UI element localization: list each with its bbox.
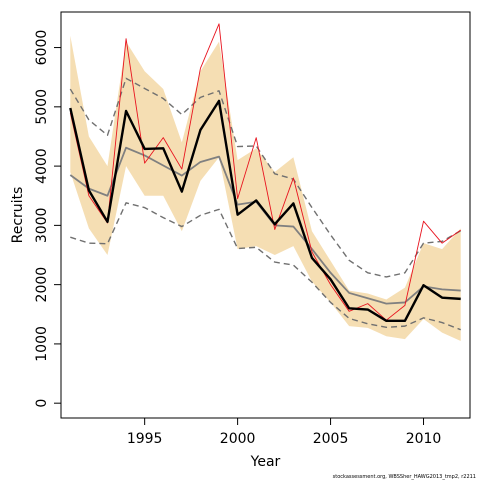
red-line [69,23,461,321]
axes-layer: 1995 2000 2005 2010 0 1000 2000 3000 4000 5000 600… [34,30,441,447]
y-tick-label: 6000 [34,30,50,66]
estimate-line [69,99,461,322]
x-tick-label: 2010 [406,431,442,447]
x-tick-label: 1995 [127,431,163,447]
y-tick-label: 0 [34,399,50,408]
y-tick-label: 1000 [34,326,50,362]
confidence-band [70,35,461,341]
y-tick-label: 4000 [34,148,50,184]
footer-note: stockassessment.org, WBSSher_HAWG2013_tm… [333,474,476,480]
confidence-band-layer [70,35,461,341]
x-axis-title: Year [250,454,281,470]
upper-dashed-line [69,77,462,278]
x-tick-label: 2000 [220,431,256,447]
y-tick-label: 3000 [34,208,50,244]
plot-frame [60,11,471,419]
y-tick-label: 5000 [34,89,50,125]
series-lines-layer [69,23,462,331]
y-axis-title: Recruits [10,187,26,244]
lower-dashed-line [70,202,461,331]
y-tick-label: 2000 [34,267,50,303]
x-tick-label: 2005 [313,431,349,447]
